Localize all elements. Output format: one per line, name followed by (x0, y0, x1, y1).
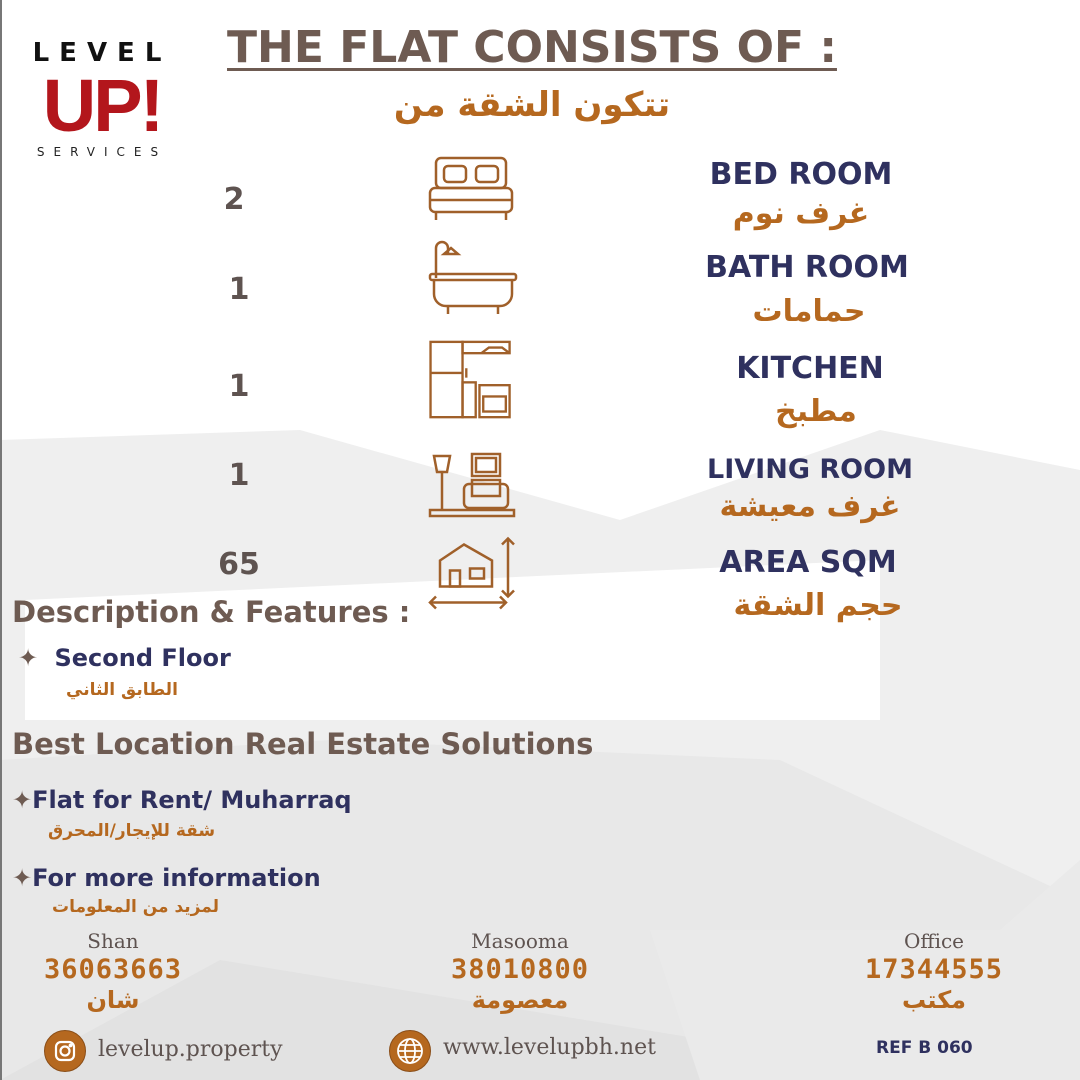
livingroom-label-arabic: غرف معيشة (719, 489, 901, 524)
contact-name-arabic: مكتب (901, 986, 967, 1014)
bathroom-label-arabic: حمامات (752, 294, 866, 329)
star-icon: ✦ (12, 786, 33, 814)
location-item-label: Flat for Rent/ Muharraq (32, 786, 352, 814)
bathroom-count: 1 (228, 272, 250, 307)
logo-top-text: LEVEL (32, 38, 172, 68)
contact-name: Shan (87, 929, 139, 953)
livingroom-count: 1 (228, 458, 250, 493)
livingroom-label: LIVING ROOM (707, 454, 913, 485)
contact-name: Office (903, 929, 965, 953)
star-icon: ✦ (12, 864, 33, 892)
page-title: THE FLAT CONSISTS OF : (227, 22, 837, 73)
area-label-arabic: حجم الشقة (733, 588, 903, 623)
globe-icon[interactable] (389, 1030, 431, 1072)
area-count: 65 (218, 547, 260, 582)
contact-name-arabic: شان (86, 986, 140, 1014)
location-heading: Best Location Real Estate Solutions (12, 727, 594, 761)
description-heading: Description & Features : (12, 595, 411, 629)
bedroom-label-arabic: غرف نوم (732, 196, 870, 231)
logo-main-text: UP! (42, 64, 164, 147)
area-label: AREA SQM (719, 545, 897, 580)
kitchen-label: KITCHEN (736, 351, 884, 386)
kitchen-label-arabic: مطبخ (775, 394, 857, 429)
bathroom-label: BATH ROOM (705, 250, 909, 285)
living-room-icon (428, 452, 516, 518)
bathtub-icon (428, 240, 518, 314)
star-icon: ✦ (18, 644, 39, 672)
info-item-label-arabic: لمزيد من المعلومات (52, 897, 220, 917)
info-item-label: For more information (32, 864, 321, 892)
logo-bottom-text: SERVICES (36, 145, 168, 159)
feature-label-arabic: الطابق الثاني (66, 680, 178, 700)
instagram-icon[interactable] (44, 1030, 86, 1072)
location-item: ✦Flat for Rent/ Muharraq (12, 785, 352, 815)
info-item: ✦For more information (12, 863, 321, 893)
contact-phone[interactable]: 17344555 (864, 954, 1004, 985)
kitchen-count: 1 (228, 369, 250, 404)
location-item-label-arabic: شقة للإيجار/المحرق (48, 821, 216, 841)
contact-name-arabic: معصومة (471, 986, 569, 1014)
kitchen-icon (429, 340, 511, 419)
house-area-icon (428, 536, 515, 610)
logo: LEVEL UP! SERVICES (14, 38, 190, 166)
bedroom-count: 2 (223, 182, 245, 217)
website-link[interactable]: www.levelupbh.net (443, 1035, 656, 1060)
contact-name: Masooma (471, 929, 569, 953)
contact-phone[interactable]: 38010800 (450, 954, 590, 985)
bed-icon (428, 156, 514, 220)
instagram-handle[interactable]: levelup.property (98, 1037, 283, 1062)
page-title-arabic: تتكون الشقة من (393, 85, 671, 125)
bedroom-label: BED ROOM (709, 157, 893, 192)
contact-phone[interactable]: 36063663 (43, 954, 183, 985)
feature-label: Second Floor (54, 644, 231, 672)
feature-item: ✦ Second Floor (18, 643, 231, 673)
reference-code: REF B 060 (876, 1038, 973, 1058)
